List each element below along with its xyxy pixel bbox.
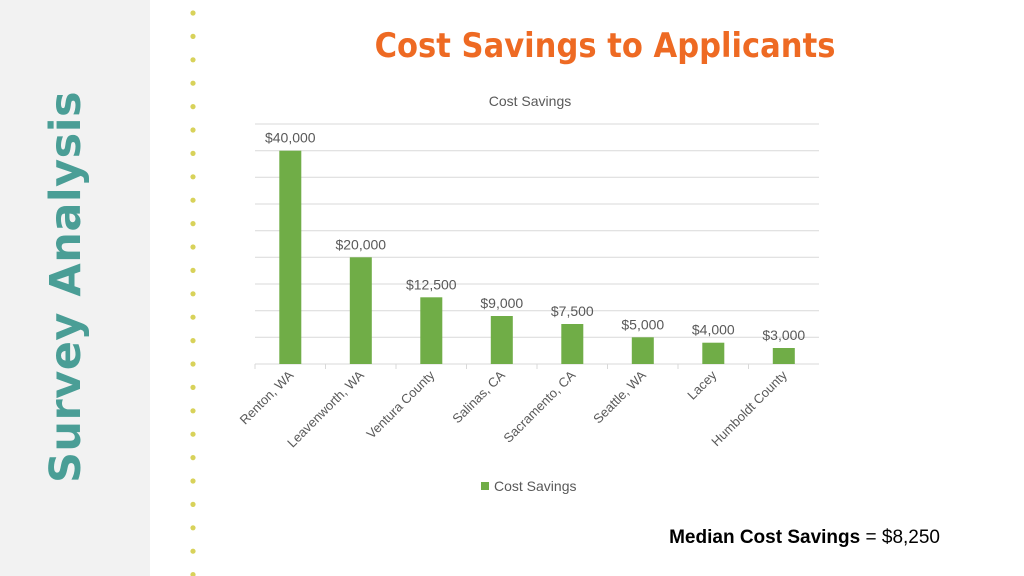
divider-dot bbox=[190, 150, 196, 156]
divider-dot bbox=[190, 197, 196, 203]
x-tick-label: Salinas, CA bbox=[449, 367, 508, 426]
data-label: $7,500 bbox=[551, 303, 594, 319]
divider-dot bbox=[190, 244, 196, 250]
bar bbox=[420, 297, 443, 364]
bar bbox=[631, 337, 654, 364]
bar bbox=[702, 342, 725, 364]
legend: Cost Savings bbox=[481, 478, 576, 494]
bar bbox=[490, 316, 513, 364]
bar bbox=[349, 257, 372, 364]
bar bbox=[772, 348, 795, 364]
legend-label: Cost Savings bbox=[494, 478, 576, 494]
x-tick-label: Ventura County bbox=[363, 367, 437, 441]
legend-swatch bbox=[481, 482, 489, 490]
divider-dot bbox=[190, 525, 196, 531]
chart-title: Cost Savings bbox=[489, 93, 571, 109]
bar bbox=[279, 150, 302, 364]
divider-dot bbox=[190, 361, 196, 367]
divider-dot bbox=[190, 431, 196, 437]
divider-dot bbox=[190, 501, 196, 507]
divider-dot bbox=[190, 548, 196, 554]
data-label: $40,000 bbox=[265, 130, 316, 146]
divider-dot bbox=[190, 267, 196, 273]
x-tick-label: Leavenworth, WA bbox=[284, 367, 367, 450]
x-tick-label: Renton, WA bbox=[237, 367, 297, 427]
x-tick-label: Seattle, WA bbox=[590, 367, 649, 426]
divider-dot bbox=[190, 104, 196, 110]
x-tick-label: Sacramento, CA bbox=[500, 367, 578, 445]
divider-dot bbox=[190, 10, 196, 16]
divider-dot bbox=[190, 174, 196, 180]
data-label: $9,000 bbox=[480, 295, 523, 311]
bar-chart: Cost Savings $40,000 $20,000 $12,500 $9,000… bbox=[237, 93, 819, 494]
divider-dot bbox=[190, 384, 196, 390]
divider-dot bbox=[190, 408, 196, 414]
slide-title: Cost Savings to Applicants bbox=[374, 26, 836, 66]
divider-dot bbox=[190, 127, 196, 133]
side-panel: Survey Analysis bbox=[0, 0, 150, 576]
side-title: Survey Analysis bbox=[41, 90, 91, 484]
bar bbox=[561, 324, 584, 364]
median-label: Median Cost Savings bbox=[669, 527, 861, 548]
divider-dot bbox=[190, 80, 196, 86]
divider-dot bbox=[190, 57, 196, 63]
x-tick-label: Humboldt County bbox=[708, 367, 790, 449]
divider-dot bbox=[190, 314, 196, 320]
data-label: $12,500 bbox=[406, 276, 457, 292]
data-labels: $40,000 $20,000 $12,500 $9,000 $7,500 $5,000 $… bbox=[265, 130, 805, 343]
gridlines bbox=[255, 123, 819, 365]
bars bbox=[279, 150, 795, 364]
divider-dot bbox=[190, 572, 196, 576]
data-label: $3,000 bbox=[762, 327, 805, 343]
data-label: $5,000 bbox=[621, 316, 664, 332]
divider-dot bbox=[190, 33, 196, 40]
divider-dot bbox=[190, 221, 196, 227]
divider-dot bbox=[190, 455, 196, 461]
dotted-divider bbox=[190, 10, 196, 576]
data-label: $4,000 bbox=[692, 322, 735, 338]
median-equals: = bbox=[860, 527, 882, 548]
median-value: $8,250 bbox=[881, 527, 940, 548]
x-tick-label: Lacey bbox=[684, 367, 719, 402]
divider-dot bbox=[190, 291, 196, 297]
divider-dot bbox=[190, 338, 196, 344]
divider-dot bbox=[190, 478, 196, 484]
data-label: $20,000 bbox=[335, 236, 386, 252]
median-cost-savings: Median Cost Savings = $8,250 bbox=[669, 527, 940, 549]
